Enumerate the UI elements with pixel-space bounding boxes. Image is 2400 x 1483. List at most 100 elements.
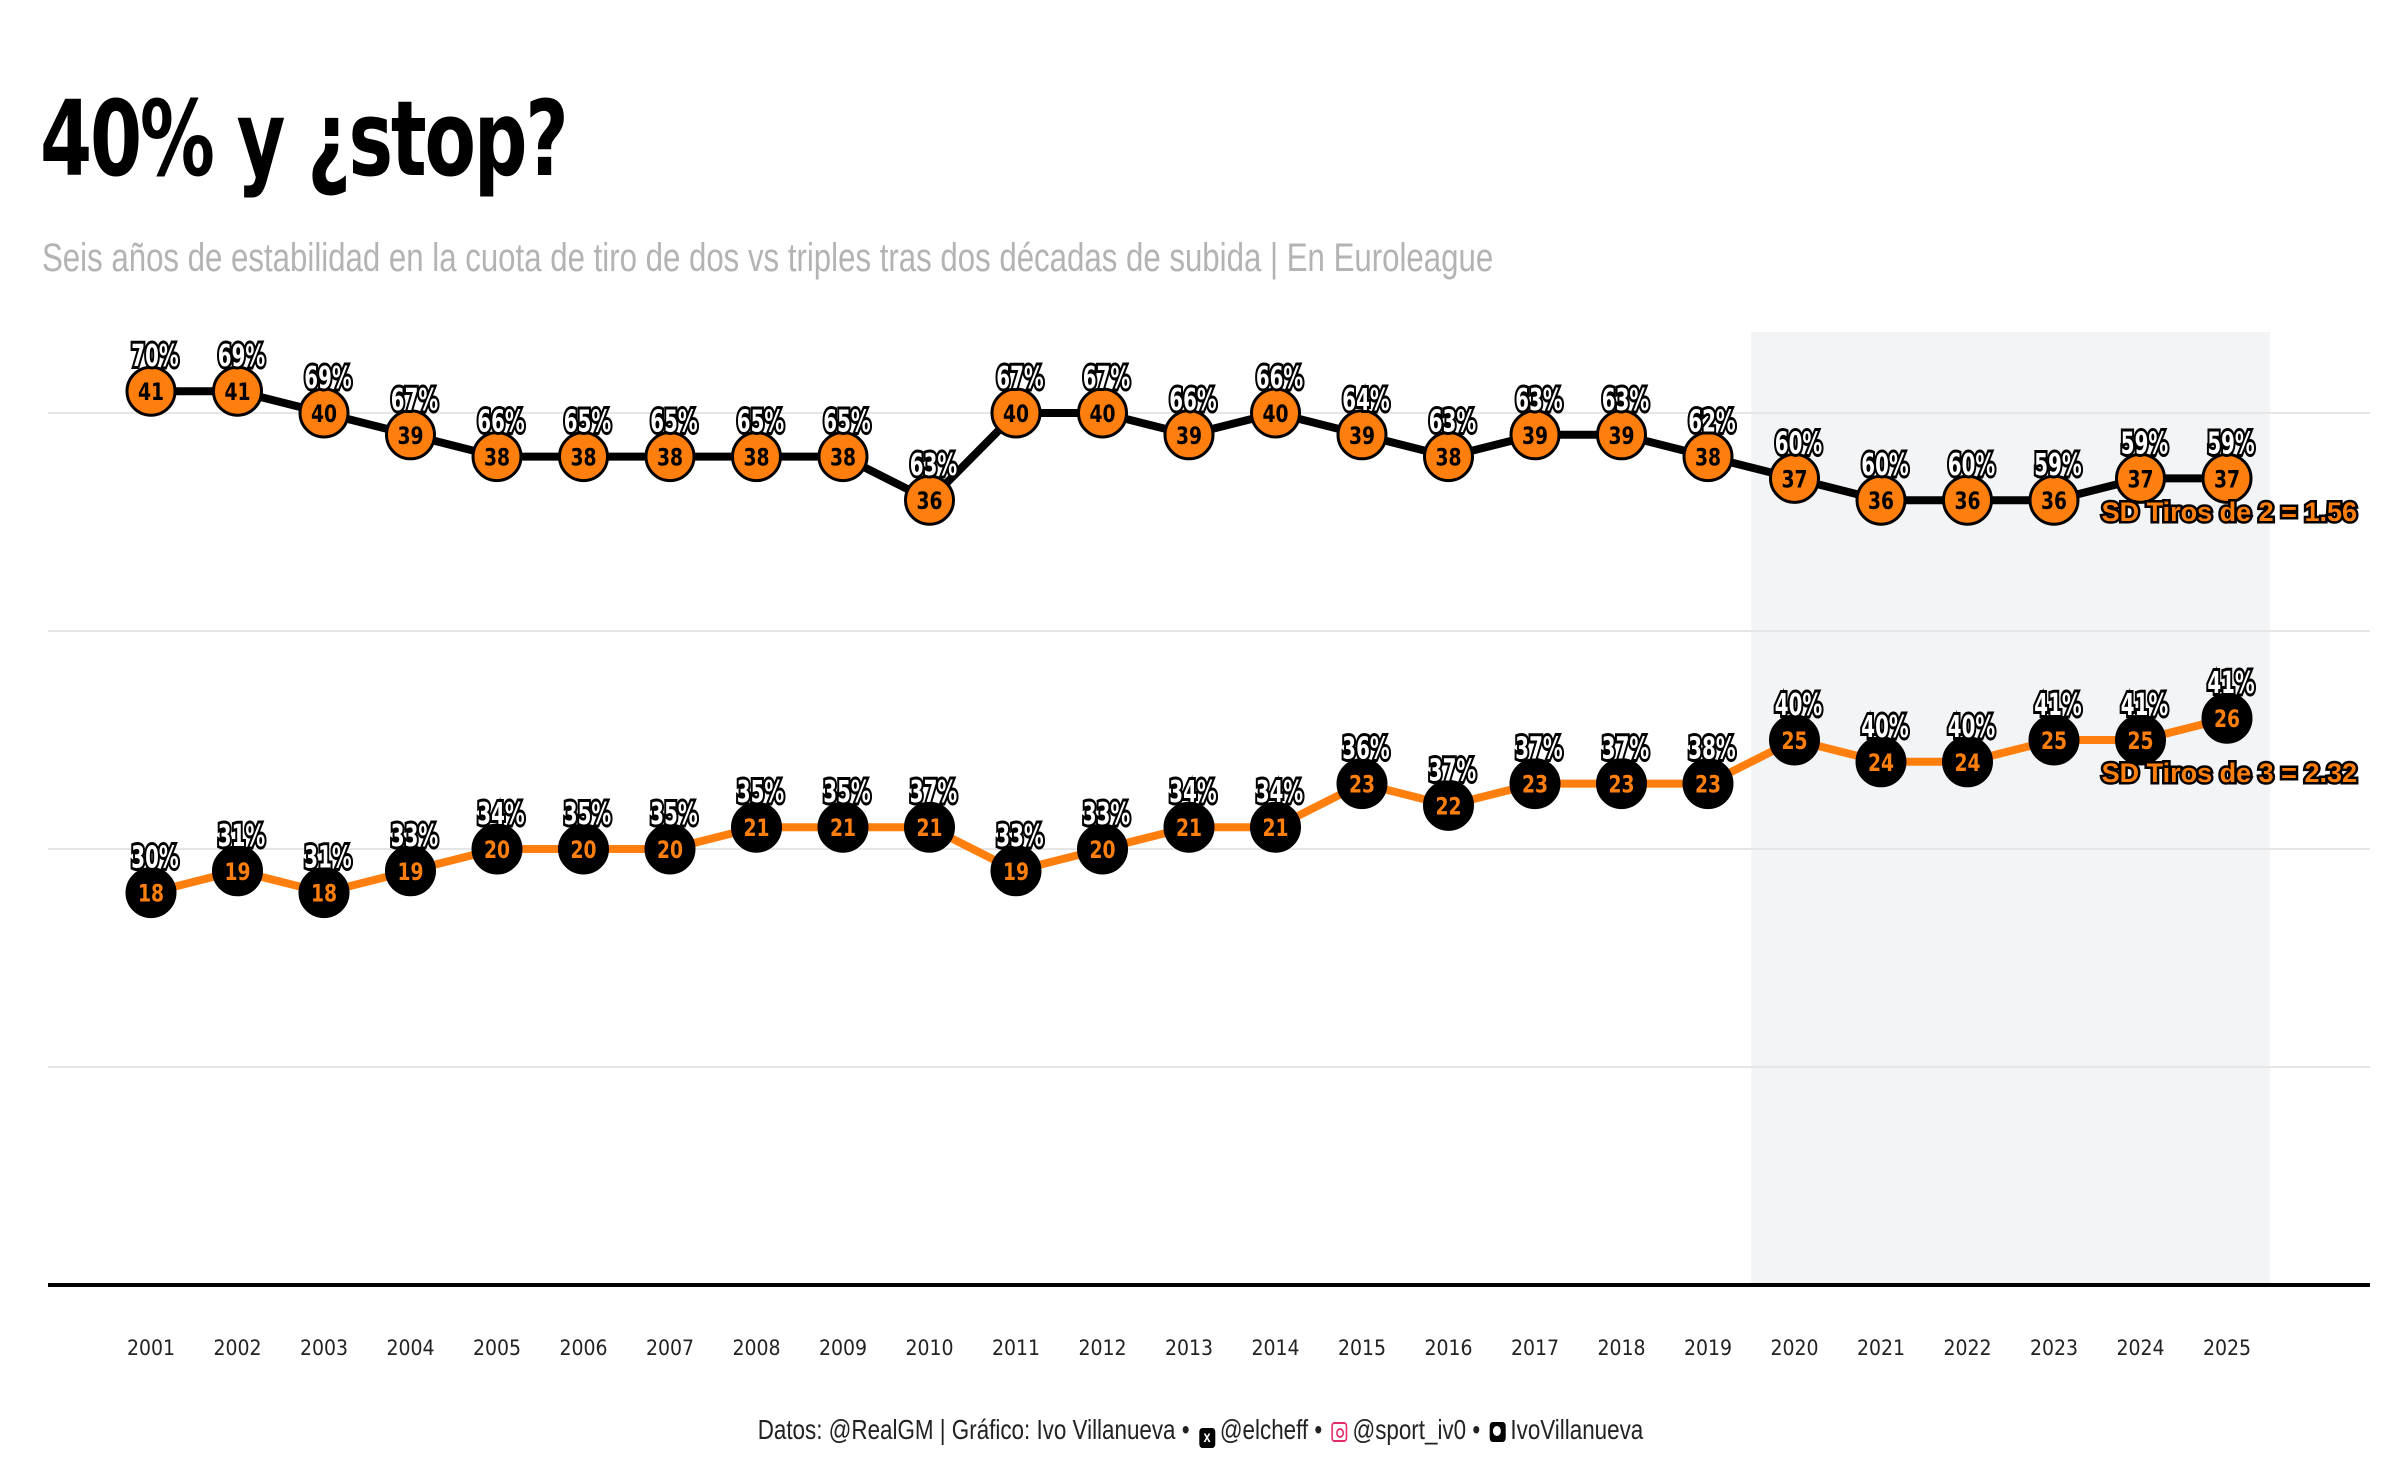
pct-label: 31%	[218, 817, 265, 852]
data-value-label: 38	[743, 444, 769, 472]
pct-label: 66%	[477, 403, 524, 438]
data-value-label: 20	[484, 837, 510, 865]
pct-label: 40%	[1861, 708, 1908, 743]
pct-label: 41%	[2207, 665, 2254, 700]
pct-label: 66%	[1169, 381, 1216, 416]
data-value-label: 23	[1608, 771, 1634, 799]
pct-label: 30%	[131, 839, 178, 874]
pct-label: 65%	[823, 403, 870, 438]
chart-title: 40% y ¿stop?	[40, 78, 569, 200]
data-point	[298, 867, 350, 919]
data-point	[1596, 758, 1647, 810]
pct-label: 40%	[1948, 708, 1995, 743]
github-icon	[1489, 1422, 1506, 1442]
data-point	[2028, 474, 2080, 526]
data-value-label: 21	[830, 815, 856, 843]
pct-label: 37%	[1429, 752, 1476, 787]
data-value-label: 41	[224, 379, 250, 407]
data-point	[990, 387, 1042, 439]
data-value-label: 23	[1695, 771, 1721, 799]
pct-label: 33%	[1083, 796, 1130, 831]
data-point	[125, 365, 177, 417]
pct-label: 62%	[1688, 403, 1735, 438]
x-tick-label: 2021	[1857, 1336, 1905, 1360]
pct-label: 63%	[910, 447, 957, 482]
data-value-label: 38	[1435, 444, 1461, 472]
data-point	[1336, 409, 1388, 461]
data-point	[385, 845, 436, 897]
x-tick-label: 2023	[2030, 1336, 2078, 1360]
pct-label: 70%	[131, 338, 178, 373]
pct-label: 34%	[1256, 774, 1303, 809]
line-chart: 2001 2002 2003 2004 2005 2006 2007 2008 2009 2010…	[48, 332, 2370, 1360]
data-value-label: 41	[138, 379, 164, 407]
data-point	[2028, 714, 2080, 766]
x-tick-label: 2006	[559, 1336, 607, 1360]
pct-label: 67%	[996, 360, 1043, 395]
x-tick-label: 2007	[646, 1336, 694, 1360]
x-tick-label: 2022	[1943, 1336, 1991, 1360]
data-value-label: 21	[1176, 815, 1202, 843]
data-point	[990, 845, 1042, 897]
data-point	[1769, 714, 1820, 766]
data-value-label: 24	[1954, 750, 1980, 778]
footer-github[interactable]: IvoVillanueva	[1509, 1414, 1643, 1445]
data-point	[731, 801, 782, 853]
pct-label: 38%	[1688, 730, 1735, 765]
pct-label: 63%	[1602, 381, 1649, 416]
data-value-label: 19	[1003, 859, 1029, 887]
data-point	[1509, 409, 1561, 461]
data-point	[904, 801, 955, 853]
data-value-label: 39	[1176, 423, 1202, 451]
data-point	[1682, 758, 1734, 810]
footer-instagram[interactable]: @sport_iv0	[1351, 1414, 1466, 1445]
data-value-label: 36	[2041, 488, 2067, 516]
pct-label: 59%	[2207, 425, 2254, 460]
data-value-label: 25	[2041, 728, 2067, 756]
chart-subtitle: Seis años de estabilidad en la cuota de …	[42, 236, 1494, 280]
x-tick-label: 2003	[300, 1336, 348, 1360]
pct-label: 60%	[1948, 447, 1995, 482]
data-point	[2201, 452, 2253, 504]
data-point	[1077, 823, 1128, 875]
x-tick-label: 2011	[992, 1336, 1040, 1360]
x-tick-label: 2010	[905, 1336, 953, 1360]
data-value-label: 26	[2214, 706, 2240, 734]
x-tick-label: 2025	[2203, 1336, 2251, 1360]
data-point	[558, 431, 609, 483]
data-point	[298, 387, 350, 439]
x-tick-label: 2019	[1684, 1336, 1732, 1360]
data-point	[1769, 452, 1820, 504]
data-value-label: 39	[1522, 423, 1548, 451]
pct-label: 34%	[1169, 774, 1216, 809]
pct-label: 33%	[996, 817, 1043, 852]
pct-label: 65%	[737, 403, 784, 438]
x-tick-label: 2005	[473, 1336, 521, 1360]
footer-twitter[interactable]: @elcheff	[1219, 1414, 1308, 1445]
data-point	[1336, 758, 1388, 810]
x-tick-label: 2002	[213, 1336, 261, 1360]
data-value-label: 23	[1349, 771, 1375, 799]
pct-label: 31%	[304, 839, 351, 874]
data-value-label: 38	[1695, 444, 1721, 472]
pct-label: 35%	[650, 796, 697, 831]
pct-label: 36%	[1342, 730, 1389, 765]
sd-annotation: SD Tiros de 3 = 2.32	[2102, 758, 2357, 788]
data-value-label: 18	[138, 880, 164, 908]
data-point	[1855, 736, 1907, 788]
data-value-label: 38	[657, 444, 683, 472]
pct-label: 37%	[1515, 730, 1562, 765]
data-value-label: 25	[1781, 728, 1807, 756]
data-value-label: 36	[1868, 488, 1894, 516]
data-point	[1509, 758, 1561, 810]
x-icon: x	[1198, 1428, 1215, 1448]
data-point	[1077, 387, 1128, 439]
data-point	[731, 431, 782, 483]
data-point	[1423, 779, 1474, 831]
data-value-label: 37	[2127, 466, 2153, 494]
pct-label: 35%	[564, 796, 611, 831]
pct-label: 69%	[304, 360, 351, 395]
data-value-label: 21	[743, 815, 769, 843]
data-point	[1163, 801, 1215, 853]
pct-label: 60%	[1775, 425, 1822, 460]
